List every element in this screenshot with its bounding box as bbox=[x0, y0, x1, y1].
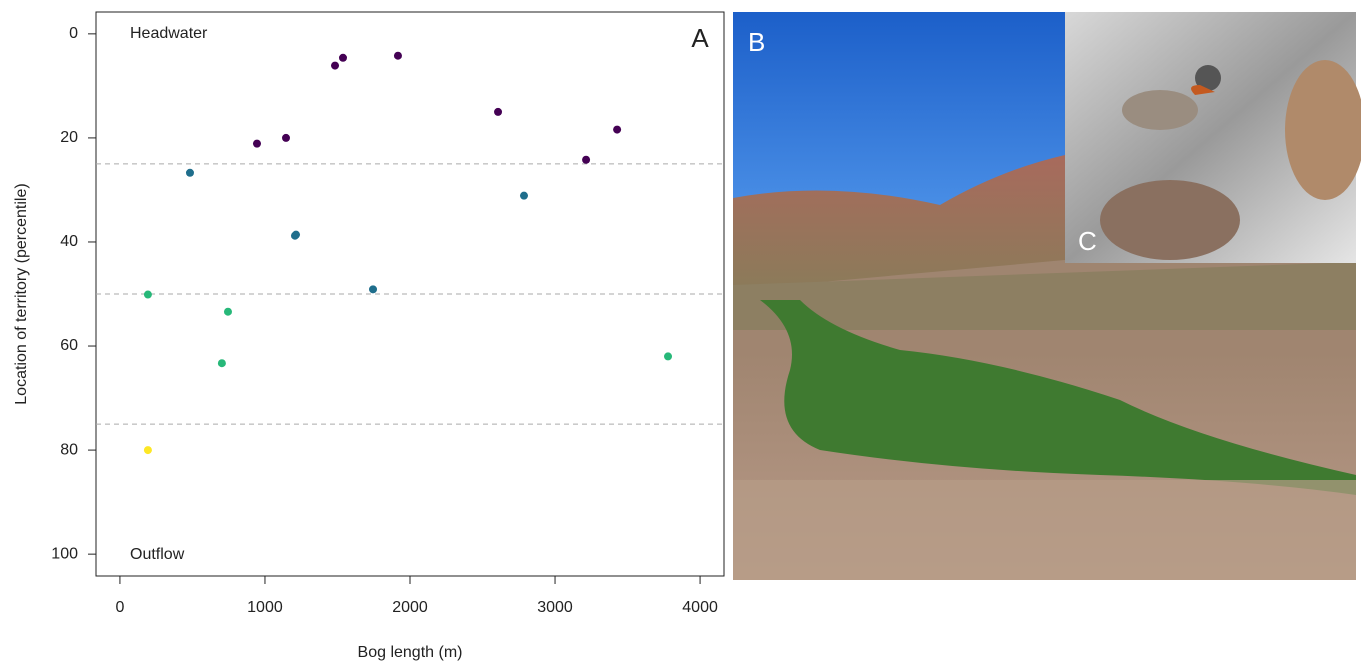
data-point bbox=[369, 285, 378, 294]
data-point bbox=[331, 61, 340, 70]
y-tick-label: 60 bbox=[60, 337, 78, 354]
data-point bbox=[223, 307, 232, 316]
data-point bbox=[582, 155, 591, 164]
data-point bbox=[338, 53, 347, 62]
panel-label: A bbox=[691, 23, 709, 53]
landscape-photo: B C bbox=[733, 12, 1361, 580]
data-point bbox=[143, 290, 152, 299]
x-tick-label: 3000 bbox=[537, 599, 573, 616]
y-tick-label: 40 bbox=[60, 233, 78, 250]
x-tick-label: 4000 bbox=[682, 599, 718, 616]
panel-label: B bbox=[748, 27, 765, 57]
y-tick-label: 80 bbox=[60, 441, 78, 458]
y-tick-label: 100 bbox=[51, 545, 78, 562]
data-point bbox=[494, 107, 503, 116]
x-axis-label: Bog length (m) bbox=[358, 644, 463, 661]
data-point bbox=[292, 230, 301, 239]
data-point bbox=[252, 139, 261, 148]
data-point bbox=[664, 352, 673, 361]
data-point bbox=[281, 133, 290, 142]
data-point bbox=[185, 168, 194, 177]
x-tick-label: 2000 bbox=[392, 599, 428, 616]
x-tick-label: 0 bbox=[115, 599, 124, 616]
data-point bbox=[613, 125, 622, 134]
y-tick-label: 0 bbox=[69, 25, 78, 42]
data-point bbox=[393, 51, 402, 60]
x-tick-label: 1000 bbox=[247, 599, 283, 616]
data-point bbox=[217, 359, 226, 368]
y-axis-label: Location of territory (percentile) bbox=[13, 183, 30, 404]
annotation: Outflow bbox=[130, 546, 185, 563]
y-tick-label: 20 bbox=[60, 129, 78, 146]
data-point bbox=[143, 446, 152, 455]
panel-label: C bbox=[1078, 226, 1097, 256]
data-point bbox=[519, 191, 528, 200]
annotation: Headwater bbox=[130, 25, 208, 42]
